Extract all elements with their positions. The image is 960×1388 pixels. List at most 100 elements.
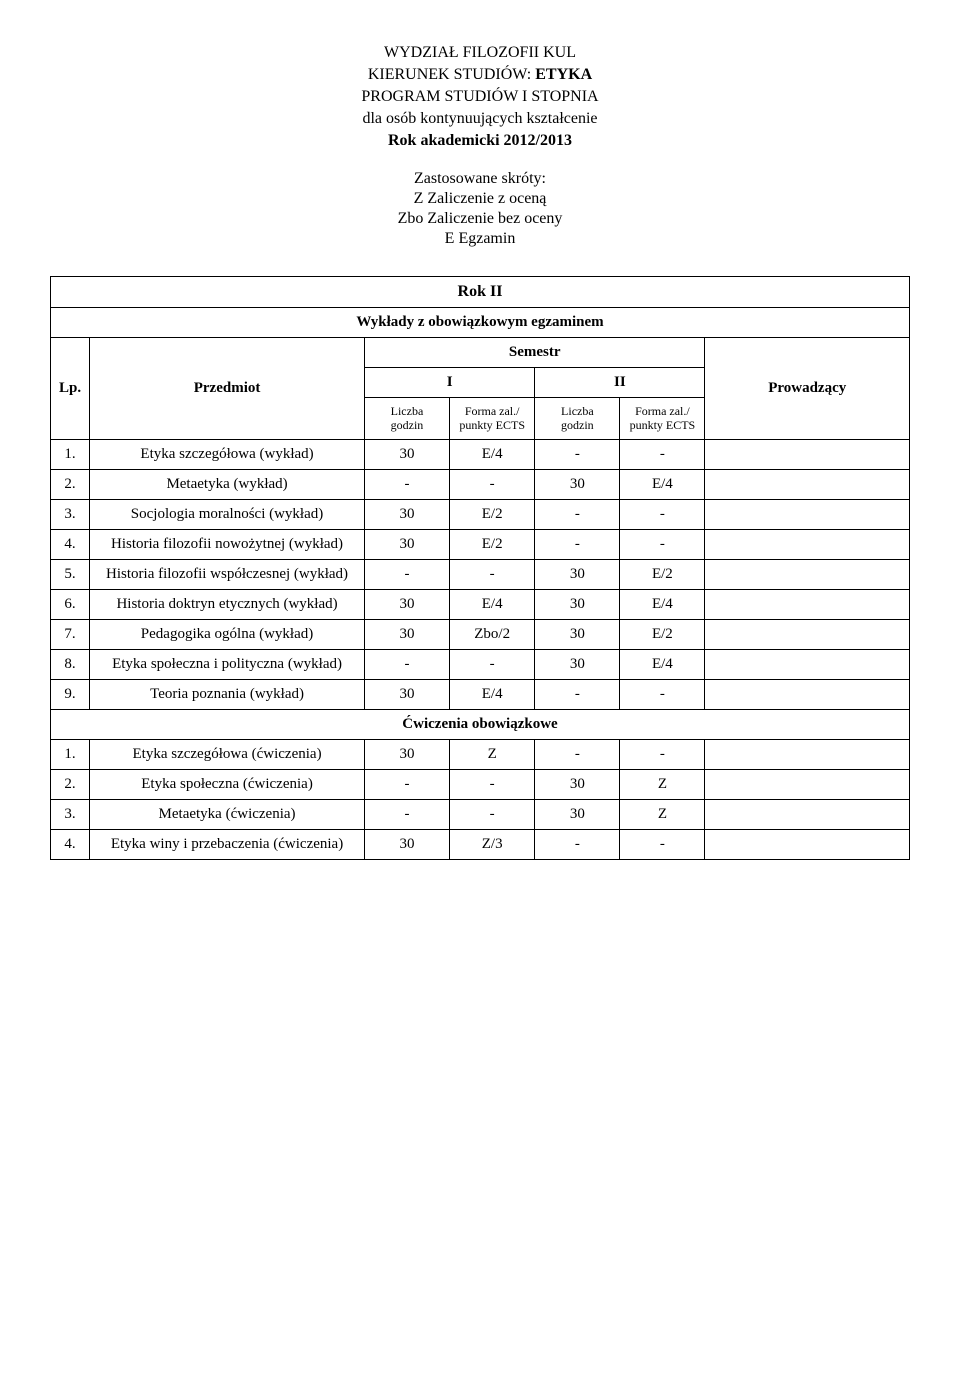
- cell-subject: Etyka szczegółowa (wykład): [90, 439, 365, 469]
- cell-lp: 1.: [51, 739, 90, 769]
- sem1-header: I: [364, 368, 534, 398]
- cell-value: -: [620, 679, 705, 709]
- cell-lecturer: [705, 559, 910, 589]
- cell-lecturer: [705, 529, 910, 559]
- cell-value: -: [364, 799, 449, 829]
- cell-lp: 6.: [51, 589, 90, 619]
- cell-value: -: [620, 439, 705, 469]
- cell-value: Z: [620, 799, 705, 829]
- cell-lp: 3.: [51, 799, 90, 829]
- cell-value: E/2: [620, 559, 705, 589]
- header-line4: dla osób kontynuujących kształcenie: [50, 110, 910, 128]
- col-lecturer-header: Prowadzący: [705, 338, 910, 440]
- cell-value: -: [535, 439, 620, 469]
- cell-lp: 2.: [51, 469, 90, 499]
- col-semester-header: Semestr: [364, 338, 704, 368]
- cell-value: 30: [364, 589, 449, 619]
- row-year: Rok II: [51, 277, 910, 308]
- cell-lp: 2.: [51, 769, 90, 799]
- cell-lecturer: [705, 649, 910, 679]
- cell-value: -: [535, 829, 620, 859]
- col-subject-header: Przedmiot: [90, 338, 365, 440]
- table-row: 4.Etyka winy i przebaczenia (ćwiczenia)3…: [51, 829, 910, 859]
- abbrev-line: Z Zaliczenie z oceną: [50, 190, 910, 208]
- cell-value: 30: [364, 439, 449, 469]
- cell-lp: 8.: [51, 649, 90, 679]
- abbreviations-block: Zastosowane skróty: Z Zaliczenie z oceną…: [50, 170, 910, 248]
- cell-subject: Teoria poznania (wykład): [90, 679, 365, 709]
- col-hours2-header: Liczba godzin: [535, 398, 620, 440]
- cell-lp: 4.: [51, 829, 90, 859]
- col-hours1-header: Liczba godzin: [364, 398, 449, 440]
- header-line1: WYDZIAŁ FILOZOFII KUL: [50, 44, 910, 62]
- table-row: 3.Socjologia moralności (wykład)30E/2--: [51, 499, 910, 529]
- sem2-header: II: [535, 368, 705, 398]
- cell-value: -: [535, 739, 620, 769]
- abbrev-line: Zbo Zaliczenie bez oceny: [50, 210, 910, 228]
- cell-value: -: [535, 499, 620, 529]
- cell-value: E/4: [620, 589, 705, 619]
- cell-value: E/2: [449, 499, 534, 529]
- header-line2-bold: ETYKA: [535, 66, 592, 83]
- header-line2-prefix: KIERUNEK STUDIÓW:: [368, 66, 535, 83]
- cell-lp: 5.: [51, 559, 90, 589]
- cell-value: E/4: [449, 439, 534, 469]
- cell-value: 30: [535, 769, 620, 799]
- cell-value: E/2: [449, 529, 534, 559]
- table-row: 4.Historia filozofii nowożytnej (wykład)…: [51, 529, 910, 559]
- section-exercises-label: Ćwiczenia obowiązkowe: [51, 709, 910, 739]
- header-line2: KIERUNEK STUDIÓW: ETYKA: [50, 66, 910, 84]
- cell-value: -: [620, 499, 705, 529]
- cell-value: -: [620, 829, 705, 859]
- cell-value: 30: [364, 499, 449, 529]
- cell-value: -: [449, 799, 534, 829]
- row-section-lectures: Wykłady z obowiązkowym egzaminem: [51, 308, 910, 338]
- cell-value: Zbo/2: [449, 619, 534, 649]
- cell-value: E/4: [620, 649, 705, 679]
- cell-lecturer: [705, 799, 910, 829]
- cell-lecturer: [705, 619, 910, 649]
- cell-value: 30: [535, 469, 620, 499]
- table-row: 2.Metaetyka (wykład)--30E/4: [51, 469, 910, 499]
- cell-lp: 7.: [51, 619, 90, 649]
- cell-value: 30: [535, 559, 620, 589]
- row-header-top: Lp. Przedmiot Semestr Prowadzący: [51, 338, 910, 368]
- cell-lp: 1.: [51, 439, 90, 469]
- abbrev-line: E Egzamin: [50, 230, 910, 248]
- cell-value: -: [535, 679, 620, 709]
- cell-value: E/2: [620, 619, 705, 649]
- table-row: 1.Etyka szczegółowa (wykład)30E/4--: [51, 439, 910, 469]
- cell-lecturer: [705, 769, 910, 799]
- section-lectures-label: Wykłady z obowiązkowym egzaminem: [51, 308, 910, 338]
- cell-subject: Historia filozofii nowożytnej (wykład): [90, 529, 365, 559]
- cell-value: E/4: [449, 589, 534, 619]
- cell-subject: Historia filozofii współczesnej (wykład): [90, 559, 365, 589]
- table-row: 9.Teoria poznania (wykład)30E/4--: [51, 679, 910, 709]
- cell-value: 30: [364, 619, 449, 649]
- cell-lecturer: [705, 679, 910, 709]
- table-row: 2.Etyka społeczna (ćwiczenia)--30Z: [51, 769, 910, 799]
- cell-value: -: [364, 769, 449, 799]
- cell-value: 30: [535, 589, 620, 619]
- table-row: 1.Etyka szczegółowa (ćwiczenia)30Z--: [51, 739, 910, 769]
- cell-value: 30: [364, 739, 449, 769]
- cell-subject: Socjologia moralności (wykład): [90, 499, 365, 529]
- cell-value: Z/3: [449, 829, 534, 859]
- cell-subject: Etyka społeczna i polityczna (wykład): [90, 649, 365, 679]
- cell-lp: 4.: [51, 529, 90, 559]
- cell-value: Z: [449, 739, 534, 769]
- table-row: 5.Historia filozofii współczesnej (wykła…: [51, 559, 910, 589]
- cell-subject: Etyka winy i przebaczenia (ćwiczenia): [90, 829, 365, 859]
- cell-value: -: [449, 469, 534, 499]
- document-header: WYDZIAŁ FILOZOFII KUL KIERUNEK STUDIÓW: …: [50, 44, 910, 150]
- table-row: 7.Pedagogika ogólna (wykład)30Zbo/230E/2: [51, 619, 910, 649]
- cell-value: -: [449, 559, 534, 589]
- header-line3: PROGRAM STUDIÓW I STOPNIA: [50, 88, 910, 106]
- curriculum-table: Rok II Wykłady z obowiązkowym egzaminem …: [50, 276, 910, 860]
- cell-lp: 9.: [51, 679, 90, 709]
- cell-subject: Etyka społeczna (ćwiczenia): [90, 769, 365, 799]
- col-form2-header: Forma zal./ punkty ECTS: [620, 398, 705, 440]
- cell-lecturer: [705, 469, 910, 499]
- cell-subject: Metaetyka (ćwiczenia): [90, 799, 365, 829]
- cell-lecturer: [705, 829, 910, 859]
